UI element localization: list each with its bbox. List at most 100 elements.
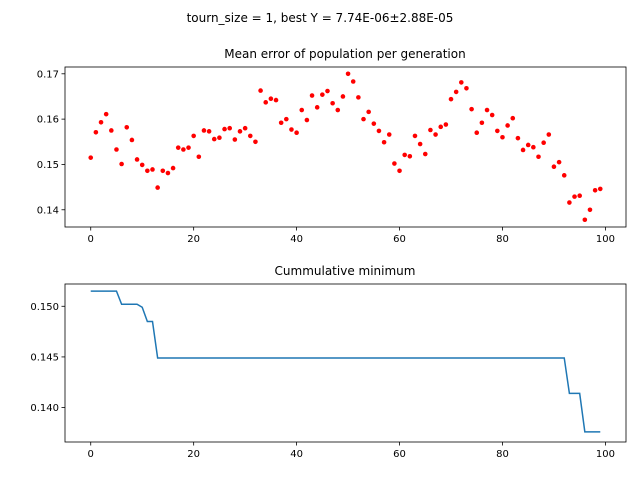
- scatter-point-94: [572, 194, 577, 199]
- cumulative-line-group: [90, 290, 601, 433]
- scatter-point-40: [294, 130, 299, 136]
- cummin-y-tick-label-2: 0.150: [30, 302, 59, 313]
- scatter-point-80: [500, 134, 505, 140]
- scatter-point-51: [350, 79, 356, 84]
- scatter-x-tick-label-2: 40: [290, 234, 303, 245]
- scatter-y-tick-label-1: 0.15: [37, 160, 59, 171]
- scatter-point-67: [433, 132, 438, 137]
- scatter-y-tick-label-3: 0.17: [37, 69, 59, 80]
- cummin-x-tick-label-3: 60: [393, 449, 406, 460]
- scatter-x-tick-label-1: 20: [187, 234, 200, 245]
- scatter-point-24: [211, 136, 217, 142]
- scatter-point-22: [201, 128, 207, 133]
- scatter-point-42: [304, 117, 310, 123]
- scatter-point-72: [459, 80, 464, 85]
- scatter-point-6: [119, 161, 124, 167]
- scatter-point-65: [422, 151, 428, 157]
- scatter-point-52: [356, 95, 361, 100]
- scatter-point-48: [335, 107, 341, 113]
- scatter-x-tick-label-3: 60: [393, 234, 406, 245]
- scatter-point-5: [114, 147, 119, 152]
- cummin-x-tick-label-2: 40: [290, 449, 303, 460]
- cummin-x-tick-label-1: 20: [187, 449, 200, 460]
- scatter-axes-frame: [64, 66, 627, 228]
- scatter-point-59: [392, 161, 397, 166]
- scatter-point-25: [217, 135, 222, 141]
- scatter-point-23: [206, 129, 212, 134]
- scatter-point-85: [525, 142, 531, 148]
- panel-cumulative-minimum: Cummulative minimum 0 20 40 60 80 100 0.140 0.1…: [30, 264, 627, 460]
- scatter-point-14: [160, 168, 166, 174]
- scatter-point-61: [402, 152, 407, 158]
- cummin-x-tick-label-4: 80: [496, 449, 509, 460]
- scatter-x-tick-label-4: 80: [496, 234, 509, 245]
- scatter-point-98: [592, 187, 598, 193]
- cummin-x-tick-label-5: 100: [596, 449, 615, 460]
- scatter-point-92: [561, 173, 567, 178]
- scatter-point-41: [299, 107, 305, 113]
- scatter-point-86: [531, 144, 536, 150]
- scatter-point-39: [289, 127, 294, 132]
- scatter-point-45: [320, 92, 325, 97]
- scatter-point-3: [103, 111, 109, 117]
- scatter-point-9: [134, 157, 140, 162]
- scatter-point-54: [366, 109, 371, 115]
- scatter-point-10: [139, 162, 145, 168]
- scatter-y-tick-label-0: 0.14: [37, 205, 59, 216]
- scatter-point-8: [129, 137, 135, 143]
- scatter-point-0: [88, 155, 94, 160]
- scatter-point-31: [247, 133, 253, 139]
- scatter-point-26: [222, 126, 227, 132]
- scatter-point-20: [191, 133, 196, 139]
- scatter-point-82: [510, 115, 516, 121]
- scatter-point-29: [237, 129, 243, 134]
- scatter-point-28: [232, 137, 238, 142]
- scatter-point-66: [428, 127, 433, 133]
- scatter-point-90: [551, 164, 557, 170]
- scatter-point-2: [98, 120, 104, 125]
- scatter-point-99: [597, 186, 603, 192]
- scatter-point-55: [371, 121, 377, 126]
- scatter-point-21: [196, 154, 202, 160]
- scatter-point-35: [268, 96, 274, 102]
- scatter-point-76: [479, 120, 485, 126]
- scatter-point-57: [381, 139, 387, 145]
- scatter-point-83: [515, 135, 521, 141]
- scatter-point-88: [541, 140, 546, 145]
- figure-suptitle: tourn_size = 1, best Y = 7.74E-06±2.88E-…: [187, 11, 454, 25]
- scatter-point-34: [263, 100, 269, 105]
- scatter-point-58: [386, 132, 392, 137]
- scatter-point-46: [325, 88, 330, 94]
- scatter-point-15: [165, 170, 171, 176]
- scatter-point-33: [258, 88, 263, 93]
- scatter-point-96: [582, 217, 588, 223]
- cummin-y-tick-label-1: 0.145: [30, 352, 59, 363]
- scatter-point-19: [186, 145, 191, 150]
- scatter-point-73: [464, 86, 469, 91]
- scatter-point-16: [170, 165, 176, 171]
- scatter-point-63: [412, 133, 418, 139]
- scatter-point-70: [448, 96, 454, 102]
- scatter-point-75: [474, 130, 480, 136]
- scatter-point-30: [242, 125, 248, 131]
- scatter-point-84: [520, 147, 526, 153]
- scatter-point-7: [124, 124, 130, 130]
- scatter-y-tick-label-2: 0.16: [37, 115, 59, 126]
- scatter-point-71: [453, 89, 459, 95]
- scatter-point-60: [397, 168, 402, 174]
- scatter-point-43: [309, 93, 315, 98]
- scatter-point-44: [314, 105, 320, 110]
- cummin-x-tick-label-0: 0: [88, 449, 94, 460]
- scatter-point-68: [438, 124, 444, 130]
- scatter-point-17: [175, 145, 181, 150]
- scatter-point-93: [567, 200, 572, 205]
- scatter-points: [88, 71, 603, 223]
- scatter-point-53: [361, 116, 366, 122]
- scatter-x-tick-label-0: 0: [88, 234, 94, 245]
- scatter-point-47: [330, 100, 335, 106]
- scatter-point-78: [489, 112, 495, 118]
- scatter-point-87: [536, 154, 541, 160]
- scatter-point-74: [469, 106, 474, 112]
